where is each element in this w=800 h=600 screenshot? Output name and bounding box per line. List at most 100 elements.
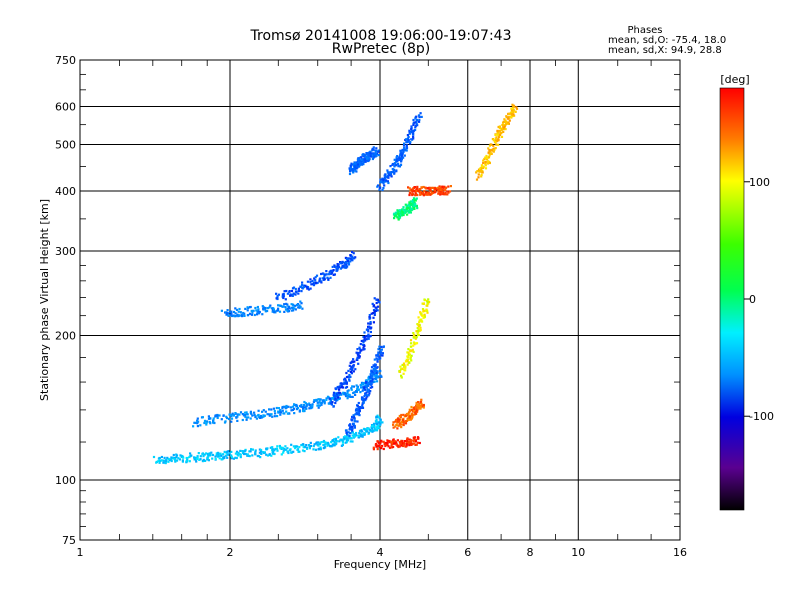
stats-line-x: mean, sd,X: 94.9, 28.8 xyxy=(608,45,722,56)
echo-point xyxy=(282,295,285,298)
echo-point xyxy=(225,311,228,314)
echo-point xyxy=(495,136,498,139)
echo-point xyxy=(378,421,381,424)
echo-point xyxy=(421,314,424,317)
echo-point xyxy=(230,415,233,418)
echo-point xyxy=(349,432,352,435)
echo-point xyxy=(400,154,403,157)
echo-point xyxy=(351,360,354,363)
echo-point xyxy=(375,149,378,153)
echo-point xyxy=(373,377,376,380)
echo-point xyxy=(345,371,348,375)
echo-point xyxy=(373,372,376,375)
echo-point xyxy=(263,451,266,454)
echo-point xyxy=(447,185,450,188)
echo-point xyxy=(338,440,341,443)
echo-point xyxy=(376,152,379,155)
echo-point xyxy=(353,391,356,394)
echo-point xyxy=(386,180,389,183)
echo-point xyxy=(258,416,262,419)
echo-point xyxy=(405,145,408,148)
echo-point xyxy=(398,414,401,418)
echo-point xyxy=(396,418,399,421)
echo-point xyxy=(444,192,447,195)
echo-point xyxy=(349,375,352,378)
echo-point xyxy=(413,333,416,336)
echo-point xyxy=(278,444,281,448)
echo-point xyxy=(186,457,189,460)
echo-point xyxy=(408,193,411,197)
echo-point xyxy=(198,458,201,461)
echo-point xyxy=(379,442,382,445)
echo-point xyxy=(445,186,448,189)
y-tick-label: 750 xyxy=(55,54,76,67)
echo-point xyxy=(288,290,291,293)
echo-point xyxy=(284,448,287,451)
echo-point xyxy=(347,395,350,398)
echo-point xyxy=(410,405,413,409)
echo-point xyxy=(276,295,279,298)
echo-point xyxy=(309,287,312,290)
data-points xyxy=(152,103,519,465)
echo-point xyxy=(476,170,479,173)
echo-point xyxy=(369,380,372,383)
echo-point xyxy=(276,296,279,299)
echo-point xyxy=(414,443,417,446)
echo-point xyxy=(346,265,349,268)
echo-point xyxy=(392,421,395,424)
echo-point xyxy=(231,314,234,318)
echo-point xyxy=(391,168,394,171)
colorbar-tick-label: 100 xyxy=(749,176,770,189)
echo-point xyxy=(254,449,257,452)
echo-point xyxy=(371,429,374,432)
echo-point xyxy=(239,456,242,459)
echo-point xyxy=(502,120,505,123)
echo-point xyxy=(318,443,321,446)
echo-point xyxy=(490,149,493,152)
echo-point xyxy=(402,413,405,416)
echo-point xyxy=(306,287,309,290)
echo-point xyxy=(412,197,416,200)
echo-point xyxy=(405,147,409,150)
echo-point xyxy=(268,306,271,309)
echo-point xyxy=(238,307,241,311)
echo-point xyxy=(294,308,297,311)
echo-point xyxy=(255,417,258,420)
echo-point xyxy=(422,302,425,305)
echo-point xyxy=(487,160,490,163)
echo-point xyxy=(302,446,305,449)
echo-point xyxy=(327,443,330,447)
echo-point xyxy=(369,330,372,334)
echo-point xyxy=(313,277,316,280)
echo-point xyxy=(337,265,340,268)
echo-point xyxy=(410,125,413,128)
echo-point xyxy=(369,321,372,324)
echo-point xyxy=(292,292,295,295)
echo-point xyxy=(361,404,364,407)
echo-point xyxy=(500,131,503,135)
echo-point xyxy=(312,448,315,451)
echo-point xyxy=(484,164,487,167)
echo-point xyxy=(415,123,418,126)
echo-point xyxy=(315,281,318,284)
echo-point xyxy=(174,460,177,463)
echo-point xyxy=(373,311,376,314)
echo-point xyxy=(404,210,407,213)
echo-point xyxy=(407,139,410,142)
echo-point xyxy=(207,417,211,420)
echo-point xyxy=(323,276,326,279)
echo-point xyxy=(371,377,374,380)
echo-point xyxy=(415,336,418,339)
echo-point xyxy=(398,156,401,159)
echo-point xyxy=(332,269,335,272)
echo-point xyxy=(367,155,370,158)
echo-point xyxy=(414,124,417,127)
echo-point xyxy=(402,150,405,153)
echo-point xyxy=(286,308,289,311)
echo-point xyxy=(230,413,233,416)
echo-point xyxy=(253,413,256,416)
echo-point xyxy=(406,206,409,209)
echo-point xyxy=(419,407,422,410)
echo-point xyxy=(382,182,385,185)
echo-point xyxy=(417,436,420,440)
